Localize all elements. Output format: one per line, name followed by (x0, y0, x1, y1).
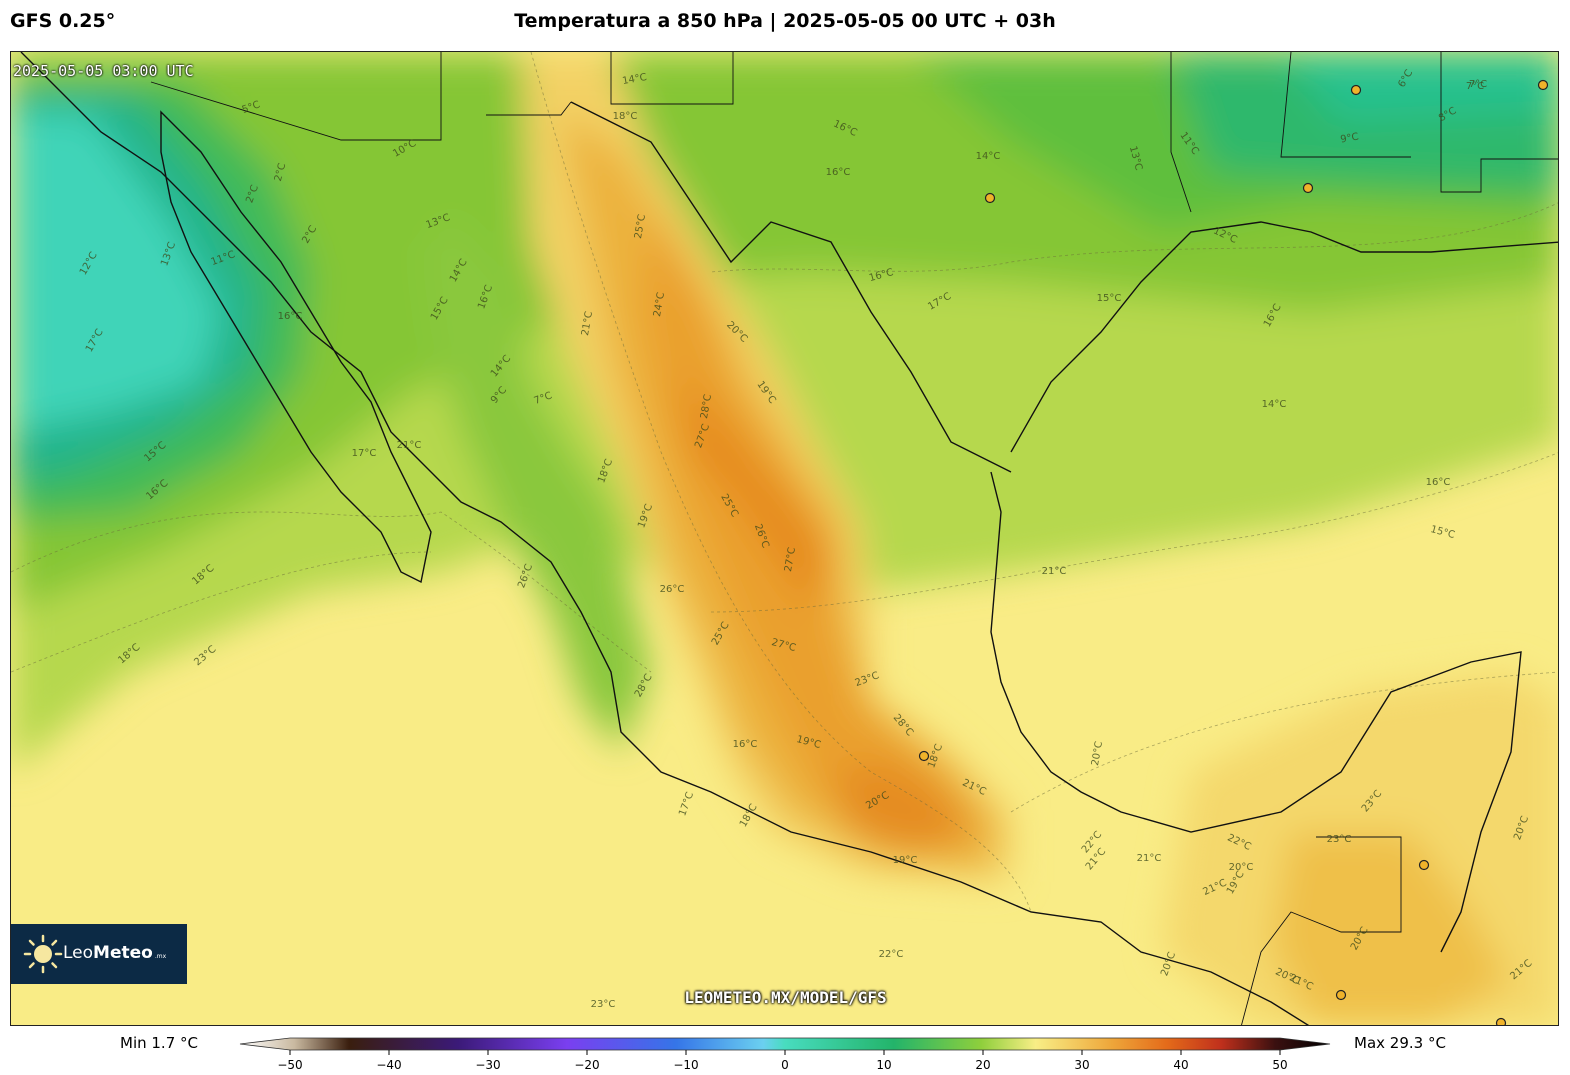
contour-label: 21°C (397, 440, 422, 451)
city-dot-icon[interactable] (1418, 859, 1430, 871)
contour-label: 16°C (733, 739, 758, 750)
colorbar-gradient (239, 1037, 1331, 1051)
model-name: GFS 0.25° (10, 10, 116, 32)
contour-label: 24°C (652, 291, 667, 317)
contour-label: 16°C (826, 167, 851, 178)
contour-label: 22°C (879, 949, 904, 960)
colorbar-tick-label: −20 (574, 1058, 599, 1072)
colorbar-tick-label: −40 (376, 1058, 401, 1072)
colorbar: −50 −40 −30 −20 −10 0 10 20 30 40 50 (239, 1037, 1331, 1072)
contour-label: 20°C (1090, 740, 1105, 766)
watermark-url[interactable]: LEOMETEO.MX/MODEL/GFS (684, 988, 887, 1007)
contour-label: 7°C (1469, 79, 1487, 90)
contour-label: 26°C (660, 584, 685, 595)
contour-label: 28°C (699, 393, 714, 419)
min-temp-label: Min 1.7 °C (120, 1034, 198, 1052)
contour-label: 16°C (278, 311, 303, 322)
contour-label: 19°C (893, 855, 918, 866)
contour-label: 14°C (1262, 399, 1287, 410)
coastlines (20, 52, 1558, 1025)
contour-label: 23°C (591, 999, 616, 1010)
colorbar-tick-label: −50 (277, 1058, 302, 1072)
colorbar-tick-label: 20 (975, 1058, 990, 1072)
valid-time: 2025-05-05 03:00 UTC (13, 62, 194, 80)
contour-label: 21°C (580, 310, 595, 336)
colorbar-tick-label: −10 (673, 1058, 698, 1072)
city-dot-icon[interactable] (1350, 84, 1362, 96)
contour-label: 14°C (976, 151, 1001, 162)
contour-label: 20°C (1229, 862, 1254, 873)
city-dot-icon[interactable] (1537, 79, 1549, 91)
contour-label: 7°C (1466, 81, 1484, 92)
contour-label: 27°C (783, 546, 798, 572)
sun-icon (23, 934, 63, 974)
contour-label: 2°C (273, 162, 288, 183)
city-dot-icon[interactable] (1495, 1017, 1507, 1027)
contour-label: 16°C (1426, 477, 1451, 488)
colorbar-tick-label: −30 (475, 1058, 500, 1072)
city-dot-icon[interactable] (984, 192, 996, 204)
city-dot-icon[interactable] (918, 750, 930, 762)
city-markers (918, 79, 1549, 1027)
chart-title: Temperatura a 850 hPa | 2025-05-05 00 UT… (514, 10, 1056, 32)
temperature-map: 14°C18°C16°C14°C 13°C11°C7°C6°C 7°C8°C9°C1… (11, 52, 1558, 1027)
temperature-field (11, 52, 1558, 1025)
contour-label: 15°C (1097, 293, 1122, 304)
state-borders (150, 52, 1558, 1025)
max-temp-label: Max 29.3 °C (1354, 1034, 1446, 1052)
contour-label: 21°C (1042, 566, 1067, 577)
contour-label: 25°C (633, 213, 648, 239)
leometeo-logo[interactable]: LeoMeteo .mx (11, 924, 187, 984)
colorbar-tick-label: 50 (1272, 1058, 1287, 1072)
colorbar-ticks: −50 −40 −30 −20 −10 0 10 20 30 40 50 (277, 1050, 1288, 1072)
colorbar-tick-label: 40 (1173, 1058, 1188, 1072)
contour-label: 17°C (352, 448, 377, 459)
contour-label: 21°C (1137, 853, 1162, 864)
contour-label: 18°C (613, 111, 638, 122)
logo-text: LeoMeteo .mx (63, 943, 167, 963)
colorbar-tick-label: 0 (781, 1058, 789, 1072)
colorbar-tick-label: 10 (876, 1058, 891, 1072)
contour-label: 9°C (1340, 132, 1360, 146)
city-dot-icon[interactable] (1302, 182, 1314, 194)
colorbar-tick-label: 30 (1074, 1058, 1089, 1072)
city-dot-icon[interactable] (1335, 989, 1347, 1001)
contour-label: 14°C (621, 72, 647, 87)
contour-label: 23°C (1327, 834, 1352, 845)
map[interactable]: 14°C 18°C 16°C 14°C 13°C 11°C 7°C 6°C 7°C 8°C 9°C 1… (10, 51, 1559, 1026)
